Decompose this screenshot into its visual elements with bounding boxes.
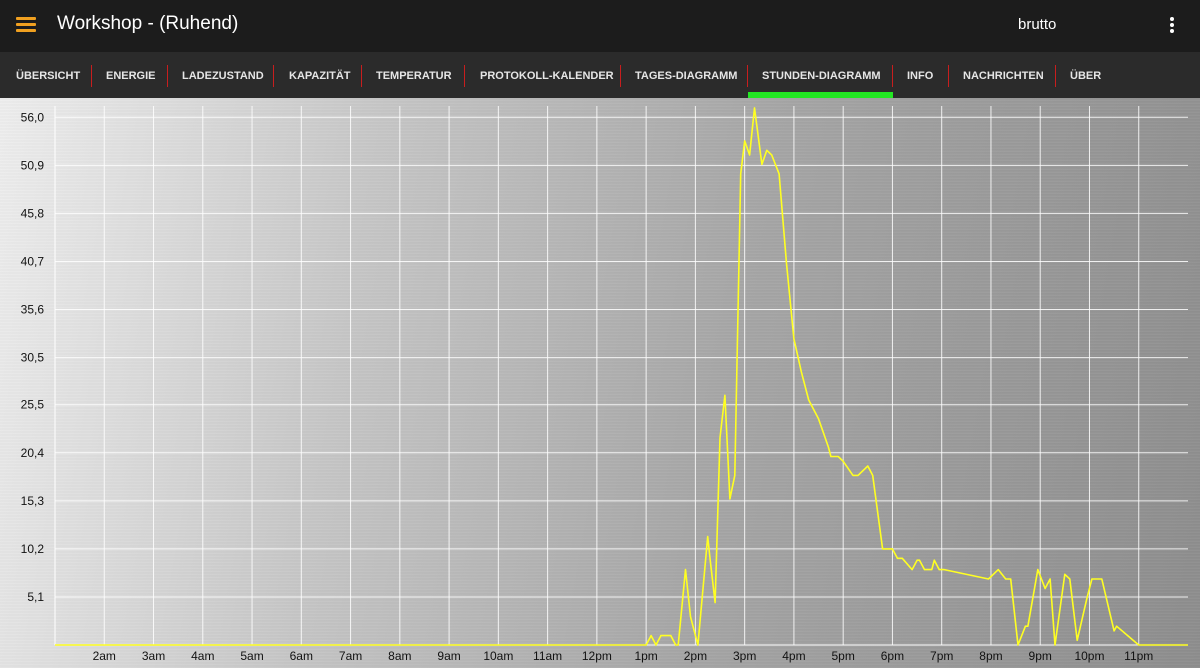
- y-tick-label: 40,7: [21, 254, 45, 268]
- tab-separator: [91, 65, 92, 87]
- x-tick-label: 9pm: [1029, 649, 1052, 663]
- tab-tages-diagramm[interactable]: TAGES-DIAGRAMM: [635, 70, 738, 82]
- y-tick-label: 25,5: [21, 398, 45, 412]
- more-vert-icon[interactable]: [1166, 15, 1178, 35]
- tab-bar: ÜBERSICHT ENERGIE LADEZUSTAND KAPAZITÄT …: [0, 52, 1200, 98]
- tab-ladezustand[interactable]: LADEZUSTAND: [182, 70, 264, 82]
- x-tick-label: 8am: [388, 649, 411, 663]
- tab-uebersicht[interactable]: ÜBERSICHT: [16, 70, 81, 82]
- y-tick-label: 15,3: [21, 494, 45, 508]
- tab-energie[interactable]: ENERGIE: [106, 70, 156, 82]
- y-tick-label: 5,1: [27, 590, 44, 604]
- tab-nachrichten[interactable]: NACHRICHTEN: [963, 70, 1044, 82]
- app-title: Workshop - (Ruhend): [57, 13, 239, 34]
- tab-separator: [747, 65, 748, 87]
- y-tick-label: 45,8: [21, 206, 45, 220]
- app-bar: Workshop - (Ruhend) brutto: [0, 0, 1200, 52]
- y-tick-label: 30,5: [21, 351, 45, 365]
- tab-temperatur[interactable]: TEMPERATUR: [376, 70, 452, 82]
- x-tick-label: 8pm: [979, 649, 1002, 663]
- x-tick-label: 6pm: [881, 649, 904, 663]
- x-tick-label: 5pm: [832, 649, 855, 663]
- y-tick-label: 10,2: [21, 542, 45, 556]
- y-tick-label: 20,4: [21, 446, 45, 460]
- tab-separator: [167, 65, 168, 87]
- tab-stunden-diagramm[interactable]: STUNDEN-DIAGRAMM: [762, 70, 881, 82]
- x-tick-label: 2am: [93, 649, 116, 663]
- x-tick-label: 6am: [290, 649, 313, 663]
- tab-separator: [464, 65, 465, 87]
- hourly-chart[interactable]: 5,1 10,2 15,3 20,4 25,5 30,5 35,6 40,7 45,8 50,9 5…: [0, 98, 1200, 668]
- x-tick-label: 1pm: [634, 649, 657, 663]
- y-tick-label: 56,0: [21, 110, 45, 124]
- x-tick-label: 5am: [240, 649, 263, 663]
- hamburger-menu-icon[interactable]: [16, 16, 38, 34]
- tab-separator: [892, 65, 893, 87]
- tab-separator: [1055, 65, 1056, 87]
- value-mode-label[interactable]: brutto: [1018, 16, 1057, 33]
- chart-svg: 5,1 10,2 15,3 20,4 25,5 30,5 35,6 40,7 45,8 50,9 5…: [21, 106, 1188, 663]
- x-tick-label: 9am: [437, 649, 460, 663]
- y-tick-label: 35,6: [21, 303, 45, 317]
- x-tick-label: 12pm: [582, 649, 612, 663]
- x-tick-label: 3pm: [733, 649, 756, 663]
- tab-separator: [273, 65, 274, 87]
- x-tick-label: 10am: [483, 649, 513, 663]
- x-tick-label: 11am: [533, 649, 562, 663]
- x-tick-label: 4pm: [782, 649, 805, 663]
- tab-separator: [948, 65, 949, 87]
- tab-info[interactable]: INFO: [907, 70, 934, 82]
- tab-kapazitaet[interactable]: KAPAZITÄT: [289, 70, 351, 82]
- x-tick-label: 7am: [339, 649, 362, 663]
- x-tick-label: 7pm: [930, 649, 953, 663]
- x-tick-label: 3am: [142, 649, 165, 663]
- series-line: [55, 107, 1188, 646]
- tab-ueber[interactable]: ÜBER: [1070, 70, 1102, 82]
- tab-separator: [361, 65, 362, 87]
- x-tick-label: 4am: [191, 649, 214, 663]
- tab-protokoll-kalender[interactable]: PROTOKOLL-KALENDER: [480, 70, 614, 82]
- tab-separator: [620, 65, 621, 87]
- selected-tab-indicator: [748, 92, 893, 98]
- x-tick-label: 2pm: [684, 649, 707, 663]
- y-tick-label: 50,9: [21, 158, 45, 172]
- x-tick-label: 11pm: [1124, 649, 1153, 663]
- x-tick-label: 10pm: [1074, 649, 1104, 663]
